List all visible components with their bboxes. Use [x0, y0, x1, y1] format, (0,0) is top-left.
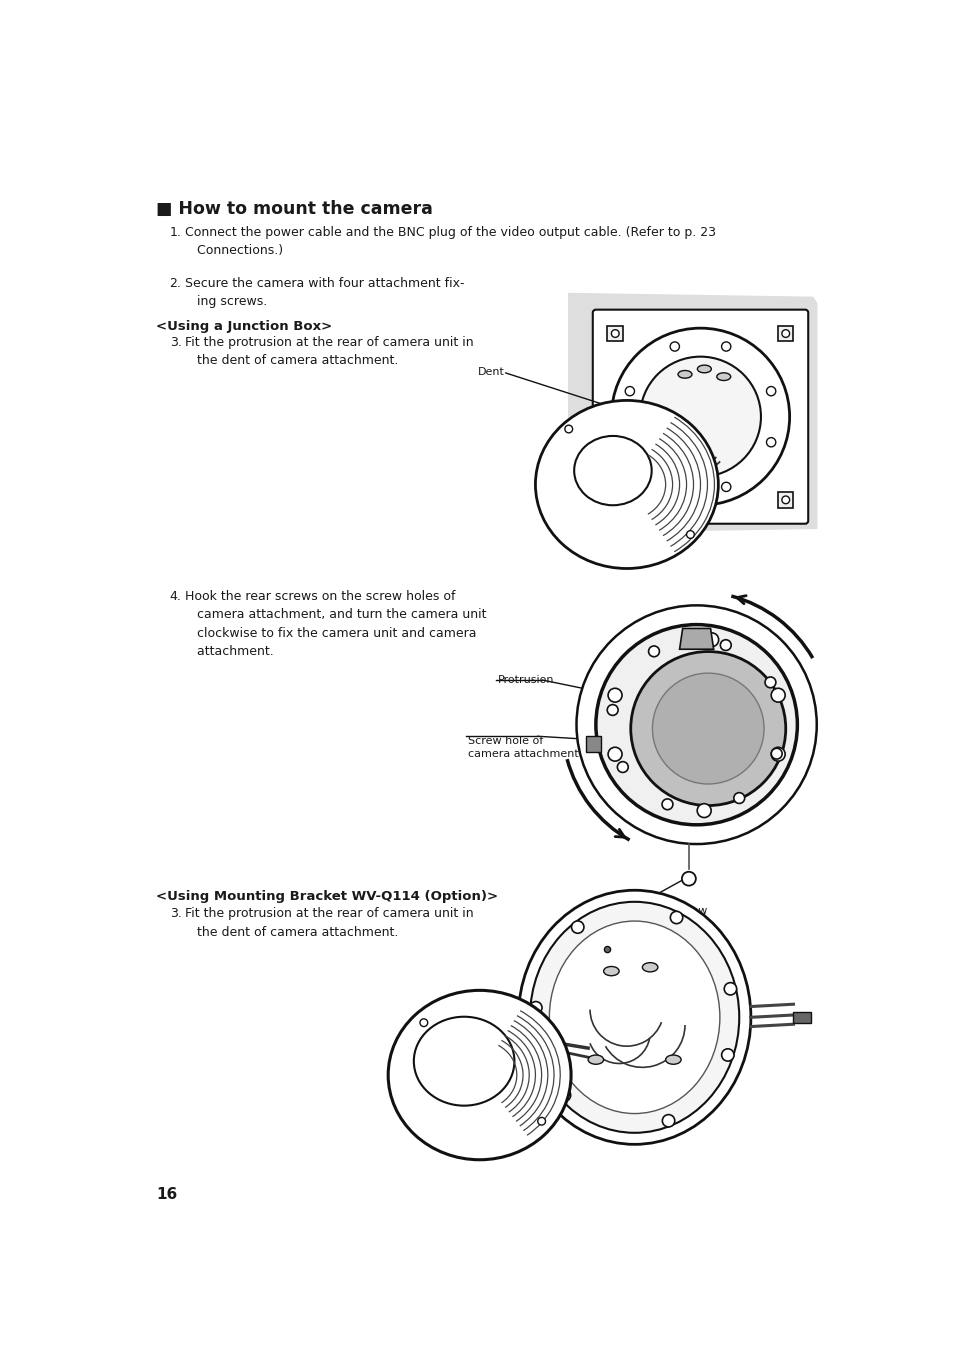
Ellipse shape: [678, 370, 691, 378]
Circle shape: [764, 678, 775, 688]
Text: Rear screw: Rear screw: [645, 905, 707, 916]
Text: Fit the protrusion at the rear of camera unit in
   the dent of camera attachmen: Fit the protrusion at the rear of camera…: [185, 908, 474, 939]
Ellipse shape: [414, 1016, 514, 1106]
Text: Fit the protrusion at the rear of camera unit in
   the dent of camera attachmen: Fit the protrusion at the rear of camera…: [185, 336, 474, 367]
Ellipse shape: [574, 436, 651, 505]
Text: Protrusion: Protrusion: [497, 675, 554, 686]
Circle shape: [564, 425, 572, 432]
Circle shape: [704, 633, 718, 646]
Bar: [585, 736, 600, 752]
Circle shape: [697, 804, 710, 817]
Circle shape: [624, 386, 634, 396]
Ellipse shape: [549, 921, 720, 1114]
Circle shape: [596, 625, 797, 825]
Circle shape: [720, 341, 730, 351]
Circle shape: [720, 640, 730, 650]
Text: ■ How to mount the camera: ■ How to mount the camera: [156, 199, 433, 218]
Text: 3.: 3.: [170, 336, 181, 348]
Circle shape: [765, 438, 775, 447]
Circle shape: [770, 747, 784, 762]
Circle shape: [604, 946, 610, 953]
Bar: [778, 325, 793, 341]
Text: Hook the rear screws on the screw holes of
   camera attachment, and turn the ca: Hook the rear screws on the screw holes …: [185, 589, 486, 659]
Ellipse shape: [716, 373, 730, 381]
Ellipse shape: [535, 401, 718, 569]
Ellipse shape: [641, 962, 658, 972]
Circle shape: [670, 912, 682, 924]
Text: Connect the power cable and the BNC plug of the video output cable. (Refer to p.: Connect the power cable and the BNC plug…: [185, 226, 716, 257]
Polygon shape: [568, 294, 816, 533]
Ellipse shape: [581, 444, 632, 486]
Circle shape: [781, 329, 789, 337]
Text: Dent: Dent: [477, 367, 504, 377]
Text: <Using a Junction Box>: <Using a Junction Box>: [156, 320, 333, 333]
Circle shape: [571, 921, 583, 934]
Circle shape: [607, 688, 621, 702]
Text: 16: 16: [156, 1187, 177, 1202]
Circle shape: [630, 652, 785, 806]
Bar: [607, 325, 622, 341]
Circle shape: [617, 762, 628, 772]
Text: <Using Mounting Bracket WV-Q114 (Option)>: <Using Mounting Bracket WV-Q114 (Option)…: [156, 890, 498, 904]
Circle shape: [607, 705, 618, 715]
Circle shape: [648, 646, 659, 657]
Circle shape: [669, 482, 679, 492]
FancyBboxPatch shape: [592, 310, 807, 524]
Circle shape: [537, 1118, 545, 1125]
Circle shape: [770, 748, 781, 759]
Ellipse shape: [388, 991, 571, 1160]
Circle shape: [681, 871, 695, 886]
Circle shape: [611, 329, 618, 337]
Circle shape: [720, 1049, 733, 1061]
Circle shape: [419, 1019, 427, 1027]
Polygon shape: [679, 629, 713, 649]
Circle shape: [765, 386, 775, 396]
Circle shape: [723, 982, 736, 995]
Ellipse shape: [530, 902, 739, 1133]
Text: Dent: Dent: [459, 995, 487, 1004]
Circle shape: [781, 496, 789, 504]
Ellipse shape: [665, 1056, 680, 1064]
Ellipse shape: [517, 890, 750, 1145]
Bar: [793, 1012, 810, 1023]
Ellipse shape: [425, 1028, 487, 1084]
Circle shape: [669, 341, 679, 351]
Text: 1.: 1.: [170, 226, 181, 238]
Circle shape: [686, 531, 694, 538]
Circle shape: [639, 356, 760, 477]
Circle shape: [558, 1089, 570, 1102]
Circle shape: [529, 1001, 541, 1014]
Text: Screw hole of
camera attachment: Screw hole of camera attachment: [468, 736, 578, 759]
Ellipse shape: [697, 364, 711, 373]
Circle shape: [607, 747, 621, 762]
Circle shape: [624, 438, 634, 447]
Circle shape: [661, 799, 672, 810]
Bar: [607, 492, 622, 508]
Circle shape: [661, 1115, 674, 1127]
Text: 3.: 3.: [170, 908, 181, 920]
Ellipse shape: [603, 966, 618, 976]
Bar: [613, 402, 622, 415]
Text: 2.: 2.: [170, 276, 181, 290]
Circle shape: [733, 793, 744, 804]
Text: 4.: 4.: [170, 589, 181, 603]
Circle shape: [720, 482, 730, 492]
Circle shape: [652, 673, 763, 785]
Circle shape: [611, 496, 618, 504]
Circle shape: [576, 606, 816, 844]
Circle shape: [611, 328, 789, 505]
Text: Secure the camera with four attachment fix-
   ing screws.: Secure the camera with four attachment f…: [185, 276, 464, 308]
Circle shape: [770, 688, 784, 702]
Bar: [778, 492, 793, 508]
Ellipse shape: [587, 1056, 603, 1064]
